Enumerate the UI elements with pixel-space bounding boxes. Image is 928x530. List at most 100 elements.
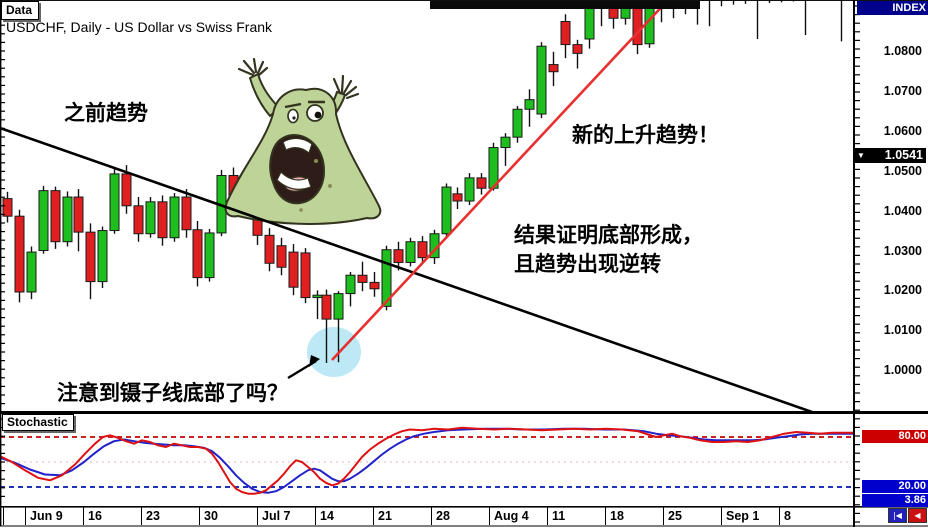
downtrend-line (0, 126, 813, 414)
candle-up (441, 186, 452, 235)
step-back-button[interactable]: ◀ (908, 508, 927, 523)
candle-down (50, 190, 61, 243)
annotation-line-2: 且趋势出现逆转 (514, 252, 661, 276)
candle-down (85, 231, 96, 283)
candle-up (145, 201, 156, 235)
candle-up (109, 173, 120, 232)
candle-down (393, 249, 404, 263)
candle-down (321, 294, 332, 320)
arrow-head-icon (309, 355, 320, 367)
candle-down (2, 198, 13, 217)
tab-data[interactable]: Data (1, 1, 40, 20)
candle-up (500, 136, 511, 149)
stochastic-lower-level: 20.00 (862, 480, 928, 493)
candle-up (345, 274, 356, 295)
date-tick-label: 16 (83, 507, 141, 525)
belly-spots (299, 159, 332, 212)
candle-down (560, 20, 571, 46)
annotation-bottom-confirmed: 结果证明底部形成， 且趋势出现逆转 (514, 221, 703, 279)
price-tick-label: 1.0100 (883, 323, 922, 338)
candle-down (452, 193, 463, 202)
upper-teeth (282, 137, 313, 155)
date-tick-label: 25 (663, 507, 721, 525)
date-tick-label: 28 (431, 507, 489, 525)
price-tick-label: 1.0600 (883, 123, 922, 138)
chart-title: USDCHF, Daily - US Dollar vs Swiss Frank (6, 19, 273, 35)
monster-illustration (224, 57, 382, 225)
candle-down (548, 64, 559, 73)
axis-separator (853, 0, 855, 527)
annotation-new-uptrend: 新的上升趋势！ (572, 123, 719, 147)
lower-teeth (276, 170, 312, 190)
candle-up (38, 190, 49, 251)
candle-down (181, 196, 192, 231)
candle-up (536, 45, 547, 115)
candle-down (133, 205, 144, 235)
date-tick-label: 18 (605, 507, 663, 525)
candle-down (73, 196, 84, 233)
date-tick-label: 14 (315, 507, 373, 525)
candles-layer (2, 0, 843, 377)
price-tick-label: 1.0400 (883, 203, 922, 218)
candle-up (312, 294, 323, 299)
date-tick-label: Aug 4 (489, 507, 547, 525)
date-tick-label: 23 (141, 507, 199, 525)
candle-down (476, 177, 487, 189)
current-price-marker: ▼ 1.0541 (855, 148, 926, 163)
date-row-top-border (0, 506, 928, 508)
left-eyebrow (284, 102, 302, 109)
uptrend-line (331, 0, 669, 361)
price-tick-label: 1.0800 (883, 44, 922, 58)
price-tick-label: 1.0700 (883, 83, 922, 98)
candle-up (333, 293, 344, 320)
stochastic-%K (0, 426, 853, 495)
candle-down (14, 215, 25, 293)
candle-down (157, 201, 168, 239)
price-tick-label: 1.0200 (883, 283, 922, 298)
candle-down (417, 241, 428, 259)
price-tick-label: 1.0500 (883, 163, 922, 178)
candle-up (26, 251, 37, 293)
date-tick-label: 30 (199, 507, 257, 525)
candle-up (381, 249, 392, 307)
candle-down (357, 274, 368, 283)
candle-up (169, 196, 180, 239)
right-hand-fingers (332, 74, 360, 100)
date-tick-label: Sep 1 (721, 507, 779, 525)
candle-down (572, 44, 583, 54)
price-tick-label: 1.0300 (883, 243, 922, 258)
stochastic-label: Stochastic (2, 414, 74, 431)
date-tick-label: 8 (779, 507, 837, 525)
top-border (0, 0, 928, 1)
candle-up (97, 230, 108, 283)
candle-down (264, 234, 275, 264)
candle-down (632, 4, 643, 46)
date-tick-label: 21 (373, 507, 431, 525)
candle-down (121, 173, 132, 207)
jump-to-start-button[interactable]: |◀ (888, 508, 907, 523)
axis-ticks (0, 5, 860, 523)
candle-up (584, 7, 595, 40)
candlesticks (2, 0, 843, 364)
down-triangle-icon: ▼ (857, 151, 865, 160)
candle-up (512, 108, 523, 138)
date-tick-label: Jun 9 (25, 507, 83, 525)
annotation-previous-trend: 之前趋势 (64, 101, 148, 125)
stochastic-%D (0, 427, 853, 494)
left-eye (287, 108, 299, 124)
candle-up (62, 196, 73, 243)
clipped-candles-bar (430, 0, 700, 9)
candle-up (204, 232, 215, 279)
stochastic-upper-level: 80.00 (862, 430, 928, 443)
candle-down (276, 245, 287, 268)
date-row-bottom-border (0, 525, 928, 527)
price-tick-label: 1.0000 (883, 363, 922, 378)
index-label: INDEX (857, 1, 928, 15)
panel-separator (0, 411, 928, 414)
candle-up (405, 241, 416, 263)
candle-down (288, 251, 299, 288)
